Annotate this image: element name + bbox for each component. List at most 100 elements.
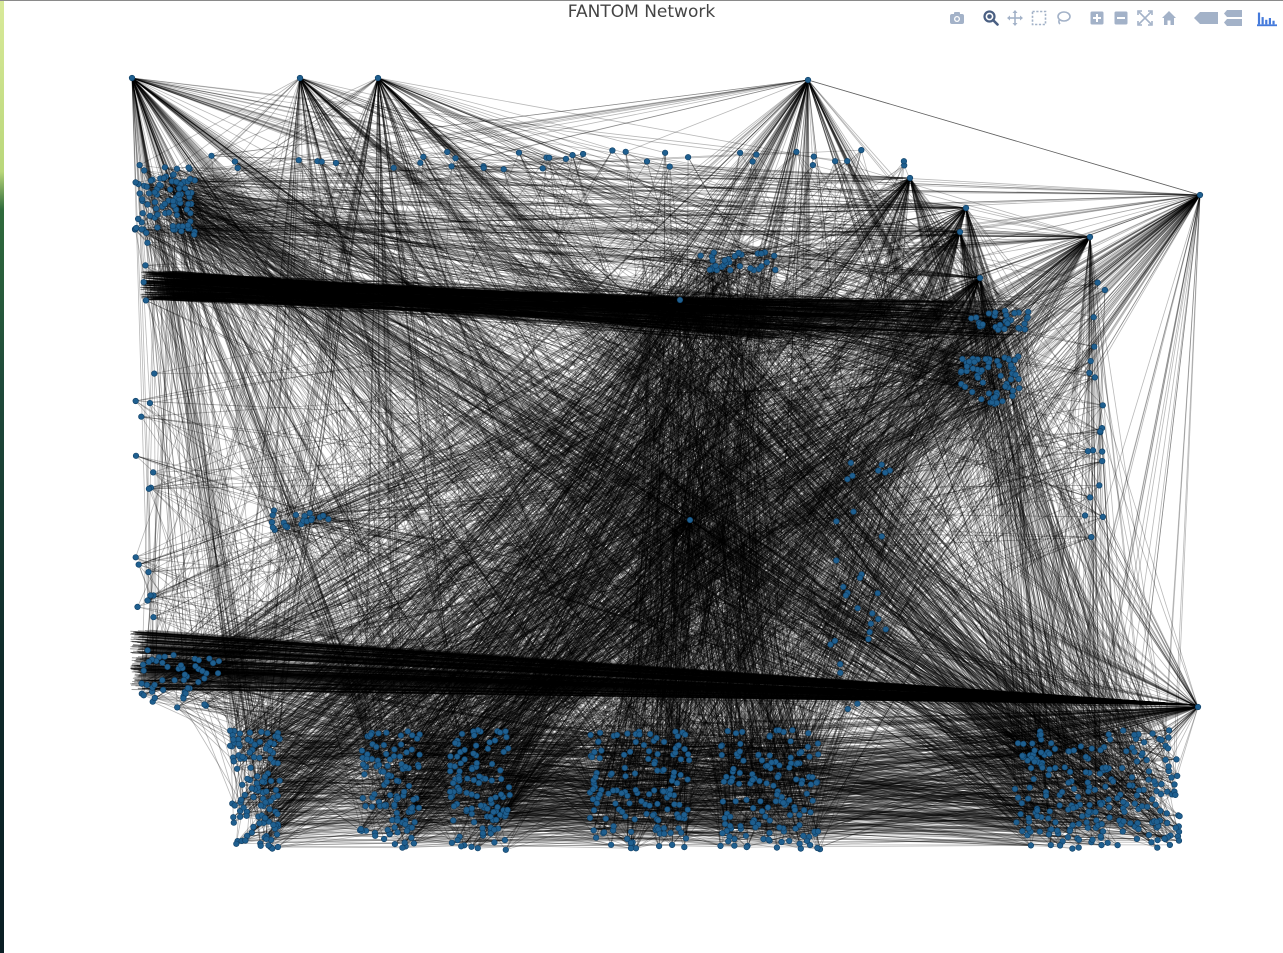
network-edge — [131, 77, 790, 768]
network-edge — [599, 402, 991, 795]
network-edge — [814, 194, 1201, 832]
network-edge — [377, 77, 775, 257]
network-edge — [502, 157, 547, 798]
network-edge — [450, 536, 1092, 798]
network-edge — [377, 77, 732, 782]
network-edge — [377, 77, 1138, 762]
network-edge — [1134, 194, 1201, 752]
network-edge — [455, 158, 657, 739]
network-edge — [965, 207, 1110, 735]
network-edge — [645, 706, 1199, 805]
network-edge — [172, 225, 981, 279]
network-edge — [370, 299, 681, 735]
network-edge — [153, 616, 496, 741]
network-edge — [743, 754, 1045, 762]
network-edge — [454, 742, 632, 846]
network-edge — [834, 160, 1091, 238]
network-edge — [625, 236, 1091, 777]
network-edge — [497, 194, 1201, 808]
network-edge — [194, 153, 584, 233]
network-edge — [845, 177, 911, 596]
network-edge — [232, 77, 301, 758]
network-edge — [131, 77, 142, 230]
network-edge — [1120, 194, 1201, 825]
network-edge — [131, 77, 241, 812]
network-edge — [385, 299, 681, 806]
network-edge — [793, 326, 996, 808]
network-edge — [770, 767, 1109, 800]
network-edge — [146, 186, 981, 279]
network-edge — [794, 708, 849, 811]
network-edge — [405, 194, 1201, 769]
network-edge — [807, 79, 991, 403]
network-edge — [299, 77, 1109, 769]
network-edge — [482, 277, 981, 834]
network-edge — [505, 265, 725, 814]
network-edge — [666, 377, 1096, 792]
network-edge — [593, 761, 1035, 831]
network-edge — [807, 79, 1153, 800]
network-edge — [131, 77, 1056, 823]
network-edge — [684, 618, 879, 735]
network-edge — [1071, 780, 1157, 823]
network-edge — [377, 77, 460, 772]
network-edge — [364, 77, 379, 775]
network-edge — [909, 177, 1121, 795]
network-edge — [807, 79, 1137, 740]
network-edge — [741, 231, 961, 255]
network-edge — [612, 177, 911, 791]
network-edge — [233, 177, 911, 740]
network-edge — [909, 177, 1019, 380]
network-edge — [572, 154, 740, 784]
network-edge — [405, 194, 1201, 821]
network-edge — [807, 79, 1025, 325]
network-edge — [962, 358, 1023, 804]
network-edge — [299, 77, 602, 791]
network-edge — [458, 299, 681, 792]
network-edge — [195, 665, 1056, 750]
network-edge — [679, 299, 1180, 833]
network-edge — [909, 177, 1118, 799]
network-edge — [734, 79, 809, 257]
network-edge — [634, 262, 768, 774]
network-edge — [186, 676, 733, 779]
network-edge — [241, 177, 911, 842]
network-edge — [131, 77, 264, 793]
network-edge — [689, 519, 1043, 769]
network-edge — [152, 687, 1199, 708]
network-edge — [417, 299, 681, 766]
network-edge — [478, 194, 1201, 784]
network-edge — [321, 161, 714, 253]
network-edge — [131, 77, 1071, 830]
network-edge — [601, 750, 811, 846]
network-edge — [724, 231, 961, 261]
network-edge — [131, 77, 1105, 291]
network-edge — [138, 183, 967, 209]
network-edge — [1017, 356, 1070, 752]
network-edge — [503, 168, 967, 209]
network-edge — [237, 262, 727, 842]
network-edge — [256, 77, 301, 784]
network-edge — [689, 362, 967, 521]
network-edge — [492, 819, 1093, 841]
network-edge — [759, 777, 1172, 782]
network-edge — [977, 377, 982, 400]
network-edge — [131, 77, 1008, 320]
network-edge — [810, 328, 1021, 813]
network-edge — [423, 156, 681, 301]
network-edge — [480, 519, 691, 806]
network-edge — [211, 155, 272, 782]
network-edge — [404, 79, 809, 843]
network-edge — [259, 77, 379, 758]
network-edge — [473, 79, 809, 823]
network-edge — [712, 267, 1049, 776]
network-edge — [594, 266, 741, 753]
network-edge — [371, 732, 597, 774]
network-edge — [771, 177, 911, 763]
network-edge — [1159, 706, 1199, 740]
network-edge — [299, 77, 817, 784]
network-edge — [1071, 236, 1091, 806]
network-edge — [264, 776, 632, 849]
network-edge — [767, 765, 769, 808]
